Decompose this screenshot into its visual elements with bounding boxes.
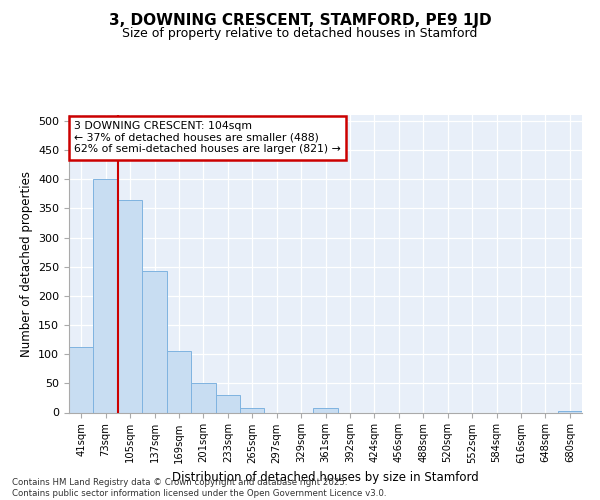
Bar [118, 200, 142, 412]
Text: Size of property relative to detached houses in Stamford: Size of property relative to detached ho… [122, 28, 478, 40]
Bar [240, 408, 265, 412]
Bar [167, 351, 191, 412]
Bar [69, 347, 94, 412]
X-axis label: Distribution of detached houses by size in Stamford: Distribution of detached houses by size … [172, 471, 479, 484]
Text: 3, DOWNING CRESCENT, STAMFORD, PE9 1JD: 3, DOWNING CRESCENT, STAMFORD, PE9 1JD [109, 12, 491, 28]
Bar [215, 395, 240, 412]
Bar [191, 384, 215, 412]
Text: Contains HM Land Registry data © Crown copyright and database right 2025.
Contai: Contains HM Land Registry data © Crown c… [12, 478, 386, 498]
Text: 3 DOWNING CRESCENT: 104sqm
← 37% of detached houses are smaller (488)
62% of sem: 3 DOWNING CRESCENT: 104sqm ← 37% of deta… [74, 121, 341, 154]
Bar [557, 411, 582, 412]
Bar [142, 271, 167, 412]
Bar [313, 408, 338, 412]
Bar [94, 179, 118, 412]
Y-axis label: Number of detached properties: Number of detached properties [20, 171, 32, 357]
